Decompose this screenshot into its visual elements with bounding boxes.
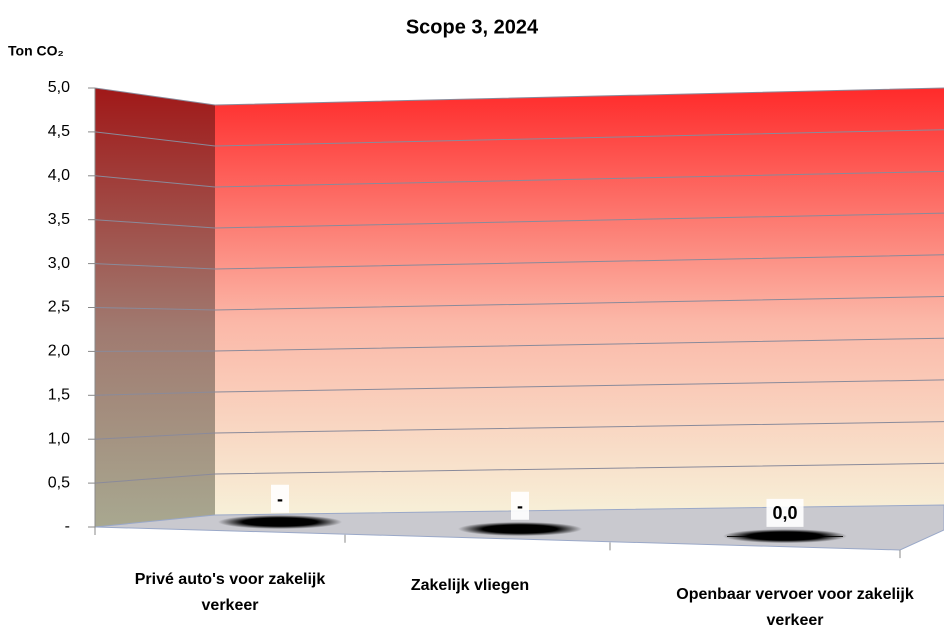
y-tick-label: 2,5 <box>48 299 70 316</box>
value-label: - <box>517 496 523 516</box>
y-tick-label: 1,0 <box>48 430 70 447</box>
y-tick-label: 3,0 <box>48 255 70 272</box>
value-label: 0,0 <box>772 503 797 523</box>
grid-line <box>94 170 944 188</box>
grid-line <box>94 421 944 440</box>
y-tick-label: 5,0 <box>48 79 70 96</box>
grid-line <box>94 254 944 270</box>
y-tick-label: 2,0 <box>48 343 70 360</box>
y-tick-label: - <box>65 518 70 535</box>
y-tick-label: 0,5 <box>48 474 70 491</box>
back-wall <box>215 88 944 515</box>
x-tick-label: Zakelijk vliegen <box>410 577 530 594</box>
value-label-box <box>271 484 289 513</box>
grid-line <box>94 212 944 229</box>
value-label-box <box>766 498 804 527</box>
x-tick-label: Privé auto's voor zakelijk verkeer <box>134 571 326 614</box>
grid-line <box>94 129 944 147</box>
bar-top <box>218 515 342 529</box>
x-tick-label: Openbaar vervoer voor zakelijk verkeer <box>676 586 914 629</box>
bar-top <box>458 522 582 536</box>
bar-top <box>723 529 847 544</box>
grid-line <box>94 462 944 484</box>
grid-line <box>94 296 944 311</box>
y-tick-label: 3,5 <box>48 211 70 228</box>
y-tick-label: 1,5 <box>48 387 70 404</box>
y-axis-label: Ton CO₂ <box>8 43 64 59</box>
y-tick-label: 4,0 <box>48 167 70 184</box>
grid-line <box>94 337 944 352</box>
side-wall <box>95 88 215 527</box>
grid-line <box>94 87 944 106</box>
y-tick-label: 4,5 <box>48 123 70 140</box>
grid-line <box>94 379 944 396</box>
chart-title: Scope 3, 2024 <box>406 16 539 38</box>
value-label-box <box>511 491 529 520</box>
value-label: - <box>277 489 283 509</box>
